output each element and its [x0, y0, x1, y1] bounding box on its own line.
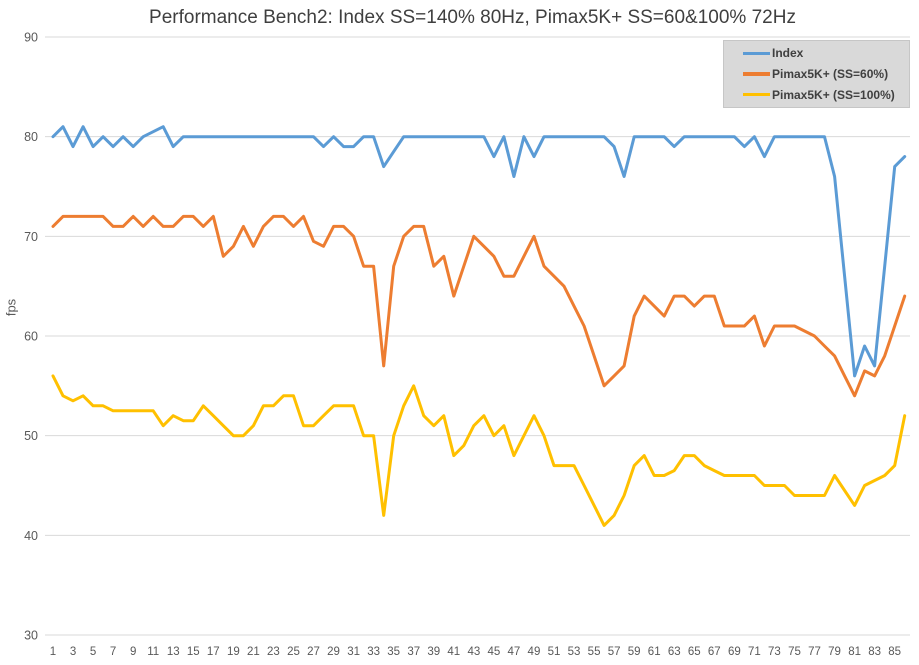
legend-swatch-pimax-ss100-line — [743, 92, 770, 97]
x-tick-label-67: 67 — [708, 646, 721, 658]
x-tick-label-51: 51 — [548, 646, 561, 658]
x-tick-label-37: 37 — [407, 646, 420, 658]
x-tick-label-77: 77 — [808, 646, 821, 658]
legend-item-pimax-ss60: Pimax5K+ (SS=60%) — [724, 64, 909, 85]
x-tick-label-7: 7 — [110, 646, 116, 658]
x-tick-label-49: 49 — [528, 646, 541, 658]
x-tick-label-25: 25 — [287, 646, 300, 658]
x-tick-label-35: 35 — [387, 646, 400, 658]
x-tick-label-63: 63 — [668, 646, 681, 658]
x-tick-label-43: 43 — [467, 646, 480, 658]
x-tick-label-17: 17 — [207, 646, 220, 658]
chart-title: Performance Bench2: Index SS=140% 80Hz, … — [149, 7, 796, 28]
y-tick-label-90: 90 — [24, 31, 38, 45]
x-tick-label-73: 73 — [768, 646, 781, 658]
x-tick-label-65: 65 — [688, 646, 701, 658]
x-tick-label-3: 3 — [70, 646, 76, 658]
x-tick-label-19: 19 — [227, 646, 240, 658]
x-tick-label-53: 53 — [568, 646, 581, 658]
series-line-index — [51, 125, 907, 378]
x-tick-label-33: 33 — [367, 646, 380, 658]
x-tick-label-27: 27 — [307, 646, 320, 658]
x-tick-label-55: 55 — [588, 646, 601, 658]
x-tick-label-41: 41 — [447, 646, 460, 658]
legend-label-pimax-ss60: Pimax5K+ (SS=60%) — [772, 67, 889, 81]
x-tick-label-11: 11 — [147, 646, 159, 658]
x-tick-label-69: 69 — [728, 646, 741, 658]
x-tick-label-75: 75 — [788, 646, 801, 658]
x-tick-label-31: 31 — [347, 646, 360, 658]
x-tick-label-81: 81 — [848, 646, 861, 658]
x-tick-label-59: 59 — [628, 646, 641, 658]
x-tick-label-61: 61 — [648, 646, 661, 658]
legend-label-pimax-ss100: Pimax5K+ (SS=100%) — [772, 87, 895, 102]
y-tick-label-50: 50 — [24, 429, 38, 443]
series-line-pimax5k-ss-60- — [51, 214, 907, 398]
y-tick-label-60: 60 — [24, 330, 38, 344]
x-tick-label-23: 23 — [267, 646, 280, 658]
x-tick-label-13: 13 — [167, 646, 180, 658]
y-tick-label-30: 30 — [24, 629, 38, 643]
series-line-pimax5k-ss-100- — [51, 374, 907, 527]
x-tick-label-85: 85 — [888, 646, 901, 658]
legend: Index Pimax5K+ (SS=60%) Pimax5K+ (SS=100… — [723, 40, 910, 108]
x-tick-label-39: 39 — [427, 646, 440, 658]
x-tick-label-9: 9 — [130, 646, 136, 658]
x-tick-label-21: 21 — [247, 646, 260, 658]
x-tick-label-79: 79 — [828, 646, 841, 658]
x-tick-label-5: 5 — [90, 646, 96, 658]
legend-swatch-pimax-ss60-line — [743, 72, 770, 76]
legend-item-pimax-ss100: Pimax5K+ (SS=100%) — [724, 84, 909, 105]
x-tick-label-1: 1 — [50, 646, 56, 658]
x-tick-label-29: 29 — [327, 646, 340, 658]
legend-label-index: Index — [772, 46, 804, 61]
x-tick-label-71: 71 — [748, 646, 761, 658]
y-tick-label-80: 80 — [24, 130, 38, 144]
x-tick-label-47: 47 — [508, 646, 521, 658]
x-tick-label-15: 15 — [187, 646, 200, 658]
y-tick-label-70: 70 — [24, 230, 38, 244]
y-tick-label-40: 40 — [24, 529, 38, 543]
x-tick-label-57: 57 — [608, 646, 621, 658]
legend-item-index: Index — [724, 43, 909, 64]
legend-swatch-index-line — [743, 51, 770, 56]
x-tick-label-83: 83 — [868, 646, 881, 658]
x-tick-label-45: 45 — [487, 646, 500, 658]
